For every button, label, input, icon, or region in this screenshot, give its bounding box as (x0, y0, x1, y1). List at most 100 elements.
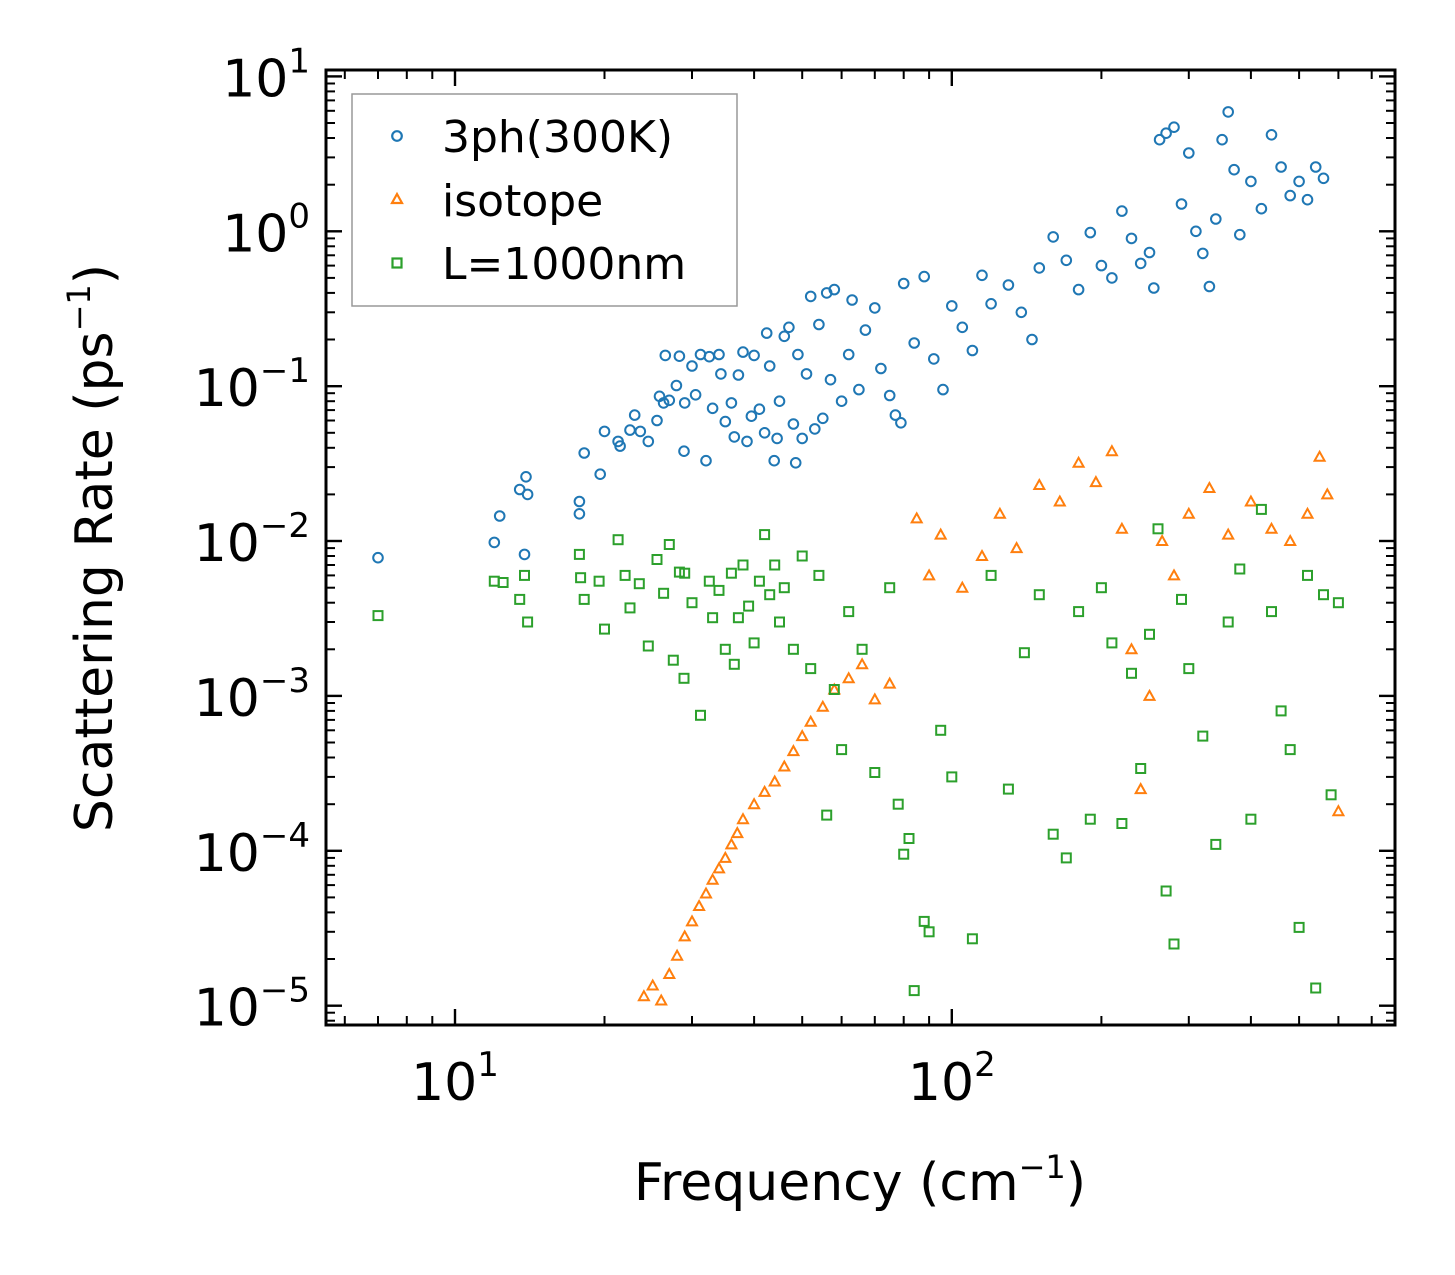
point-l1000nm (856, 643, 868, 655)
point-3ph (773, 395, 786, 408)
point-l1000nm (1197, 730, 1209, 742)
point-isotope (646, 978, 660, 991)
point-3ph (800, 368, 813, 380)
point-3ph (1317, 172, 1330, 185)
point-l1000nm (1047, 828, 1059, 840)
point-l1000nm (1293, 921, 1305, 933)
point-isotope (1142, 688, 1157, 701)
point-3ph (725, 397, 738, 409)
point-l1000nm (703, 575, 715, 587)
point-l1000nm (753, 575, 765, 587)
point-l1000nm (633, 578, 645, 590)
point-l1000nm (908, 985, 920, 997)
point-l1000nm (1310, 982, 1322, 994)
point-3ph (1047, 231, 1059, 243)
point-3ph (796, 432, 809, 445)
point-3ph (520, 471, 532, 483)
point-isotope (699, 886, 713, 899)
x-tick-label: 102 (908, 1045, 996, 1113)
point-isotope (910, 511, 924, 524)
point-3ph (518, 548, 531, 561)
point-isotope (670, 948, 684, 961)
point-3ph (657, 397, 670, 409)
point-3ph (1148, 282, 1160, 294)
point-3ph (966, 344, 979, 357)
y-tick-label: 100 (222, 196, 310, 264)
point-3ph (946, 300, 958, 312)
point-3ph (689, 389, 702, 401)
point-l1000nm (1222, 616, 1234, 628)
point-l1000nm (778, 582, 790, 594)
point-3ph (760, 327, 773, 339)
labels-layer: 101 102 101 100 10−1 10−2 10−3 10−4 10−5 (194, 41, 996, 1113)
legend-entry-l1000: L=1000nm (391, 239, 686, 290)
point-isotope (1320, 487, 1334, 500)
point-l1000nm (898, 848, 910, 860)
point-isotope (1264, 521, 1279, 534)
point-3ph (715, 368, 727, 380)
point-3ph (578, 447, 591, 459)
point-isotope (1167, 568, 1181, 581)
point-l1000nm (946, 771, 958, 783)
point-isotope (654, 993, 668, 1006)
point-3ph (908, 337, 921, 349)
point-3ph (1125, 232, 1138, 245)
point-3ph (869, 302, 881, 314)
y-tick-label: 101 (222, 41, 310, 109)
point-l1000nm (787, 643, 799, 655)
point-isotope (1134, 782, 1148, 795)
point-isotope (1221, 527, 1235, 540)
point-isotope (747, 797, 761, 810)
point-l1000nm (1126, 667, 1137, 679)
y-tick-label: 10−1 (194, 351, 310, 419)
point-isotope (768, 774, 782, 787)
point-l1000nm (1060, 852, 1072, 864)
point-isotope (1283, 533, 1297, 546)
point-3ph (1197, 247, 1209, 260)
point-3ph (976, 269, 988, 282)
point-l1000nm (719, 643, 731, 655)
point-3ph (883, 389, 896, 402)
point-3ph (889, 409, 902, 421)
point-3ph (763, 360, 776, 372)
point-3ph (678, 397, 691, 409)
point-l1000nm (575, 572, 587, 584)
point-l1000nm (1210, 838, 1222, 850)
point-3ph (787, 418, 800, 430)
point-l1000nm (1073, 606, 1085, 618)
point-isotope (934, 527, 948, 540)
point-3ph (809, 423, 821, 435)
point-l1000nm (759, 529, 771, 541)
point-isotope (1105, 444, 1119, 457)
point-l1000nm (1168, 938, 1180, 950)
point-3ph (1293, 175, 1305, 188)
point-l1000nm (707, 612, 719, 624)
point-3ph (663, 394, 676, 407)
point-3ph (573, 495, 586, 508)
point-l1000nm (869, 767, 881, 778)
point-3ph (634, 425, 647, 438)
point-isotope (795, 729, 809, 742)
point-l1000nm (658, 587, 670, 599)
legend-marker-circle (391, 130, 403, 142)
point-3ph (737, 346, 749, 358)
point-l1000nm (514, 593, 526, 605)
point-isotope (1089, 475, 1103, 488)
point-l1000nm (1152, 523, 1164, 535)
point-l1000nm (828, 684, 840, 695)
point-isotope (1032, 477, 1046, 490)
point-3ph (985, 298, 997, 310)
legend-entry-3ph: 3ph(300K) (391, 112, 673, 163)
point-l1000nm (1033, 589, 1045, 601)
point-3ph (703, 350, 716, 363)
point-3ph (1309, 161, 1322, 173)
point-isotope (993, 506, 1007, 519)
point-l1000nm (843, 606, 855, 618)
point-3ph (1116, 205, 1128, 217)
point-l1000nm (918, 915, 930, 927)
point-l1000nm (836, 744, 848, 756)
point-3ph (1095, 259, 1108, 272)
point-3ph (686, 360, 698, 372)
point-l1000nm (624, 602, 636, 614)
point-3ph (673, 350, 686, 363)
